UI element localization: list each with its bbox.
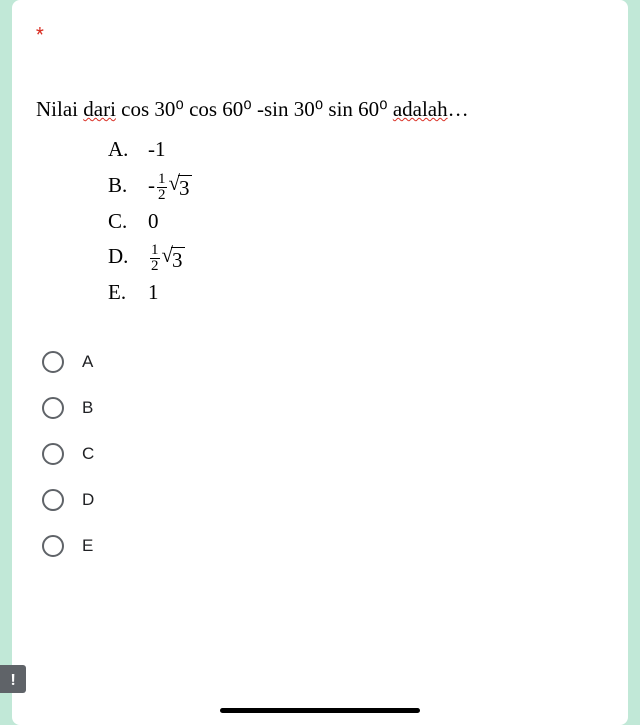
option-a-label: A [82,352,93,372]
radio-icon [42,443,64,465]
answer-e: E. 1 [108,275,604,311]
answer-b: B. -12√3 [108,168,604,204]
home-indicator [220,708,420,713]
answer-b-frac: 12 [157,172,167,203]
question-squiggle-1: dari [83,97,116,121]
radio-icon [42,535,64,557]
option-b[interactable]: B [42,385,604,431]
question-card: * Nilai dari cos 30⁰ cos 60⁰ -sin 30⁰ si… [12,0,628,725]
answer-d-sqrt: √3 [162,245,185,273]
answer-c-letter: C. [108,204,136,240]
option-e-label: E [82,536,93,556]
required-indicator: * [36,24,604,45]
answer-a-value: -1 [148,132,166,168]
answer-c: C. 0 [108,204,604,240]
question-prefix: Nilai [36,97,83,121]
alert-icon: ! [11,670,15,689]
radio-icon [42,397,64,419]
answer-d-letter: D. [108,239,136,275]
question-suffix: … [448,97,469,121]
answer-a-letter: A. [108,132,136,168]
answer-list: A. -1 B. -12√3 C. 0 D. 12√3 E. 1 [108,132,604,310]
option-d-label: D [82,490,94,510]
answer-d-value: 12√3 [148,239,185,275]
question-mid: cos 30⁰ cos 60⁰ -sin 30⁰ sin 60⁰ [116,97,393,121]
option-d[interactable]: D [42,477,604,523]
option-c-label: C [82,444,94,464]
question-text: Nilai dari cos 30⁰ cos 60⁰ -sin 30⁰ sin … [36,95,604,124]
option-a[interactable]: A [42,339,604,385]
radio-icon [42,351,64,373]
answer-d-frac: 12 [150,243,160,274]
radio-options: A B C D E [42,339,604,569]
option-e[interactable]: E [42,523,604,569]
option-b-label: B [82,398,93,418]
answer-b-sqrt: √3 [169,173,192,201]
answer-b-neg: - [148,173,155,197]
answer-b-value: -12√3 [148,168,192,204]
radio-icon [42,489,64,511]
question-squiggle-2: adalah [393,97,448,121]
alert-tab[interactable]: ! [0,665,26,693]
answer-c-value: 0 [148,204,159,240]
answer-a: A. -1 [108,132,604,168]
answer-e-letter: E. [108,275,136,311]
answer-d: D. 12√3 [108,239,604,275]
answer-e-value: 1 [148,275,159,311]
option-c[interactable]: C [42,431,604,477]
answer-b-letter: B. [108,168,136,204]
